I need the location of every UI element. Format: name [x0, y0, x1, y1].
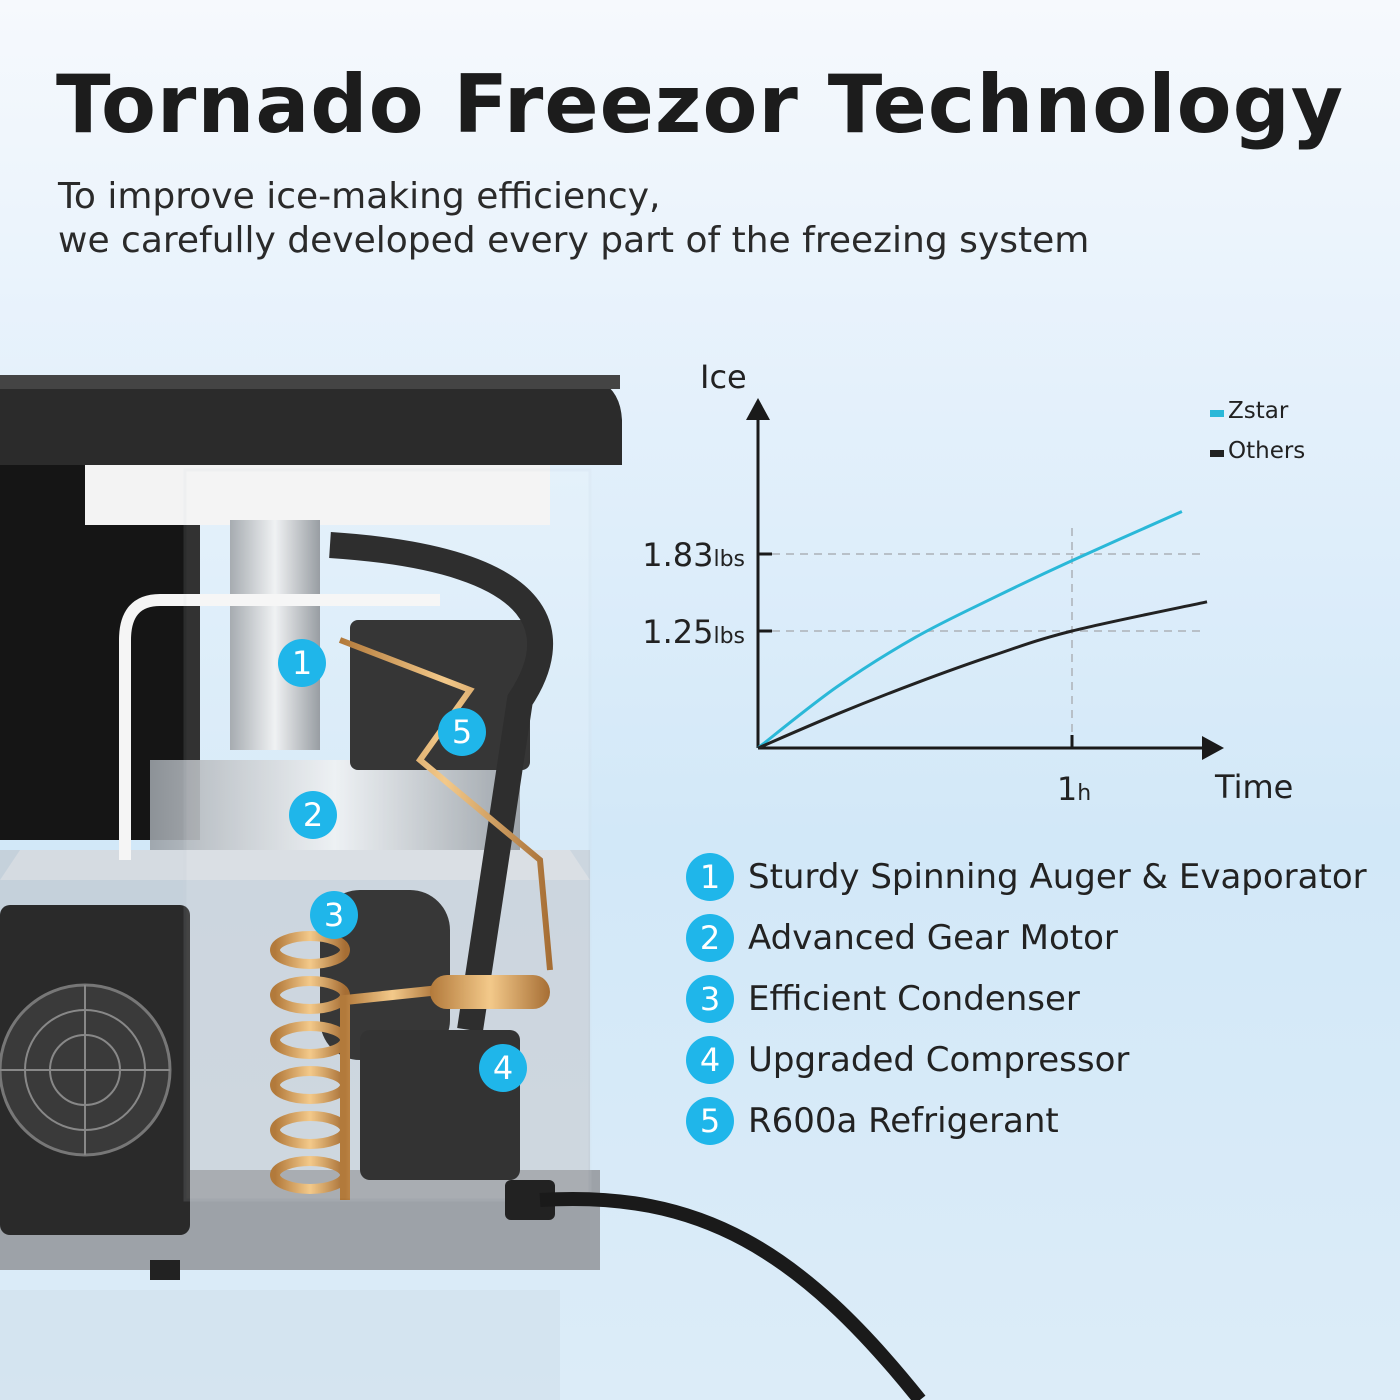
feature-item: 2 Advanced Gear Motor: [686, 913, 1118, 963]
feature-label: Advanced Gear Motor: [748, 918, 1118, 958]
feature-label: Efficient Condenser: [748, 979, 1080, 1019]
series-line-zstar: [757, 510, 1183, 750]
y-axis-arrow: [746, 398, 770, 420]
y-axis-label: Ice: [700, 358, 747, 396]
callout-badge-5: 5: [438, 708, 486, 756]
feature-item: 3 Efficient Condenser: [686, 974, 1080, 1024]
feature-item: 1 Sturdy Spinning Auger & Evaporator: [686, 852, 1367, 902]
legend-swatch-others: [1210, 450, 1224, 457]
x-axis-label: Time: [1214, 768, 1293, 806]
feature-label: Upgraded Compressor: [748, 1040, 1130, 1080]
callout-badge-1: 1: [278, 639, 326, 687]
legend-swatch-zstar: [1210, 410, 1224, 417]
feature-number-badge: 4: [686, 1036, 734, 1084]
feature-item: 5 R600a Refrigerant: [686, 1096, 1059, 1146]
subtitle-line-2: we carefully developed every part of the…: [58, 220, 1090, 261]
feature-number-badge: 5: [686, 1097, 734, 1145]
feature-number-badge: 3: [686, 975, 734, 1023]
legend-label: Zstar: [1228, 398, 1289, 424]
y-tick-label: 1.83lbs: [642, 536, 745, 574]
callout-badge-4: 4: [479, 1044, 527, 1092]
subtitle: To improve ice-making efficiency, we car…: [58, 175, 1089, 263]
callout-badge-3: 3: [310, 891, 358, 939]
feature-label: R600a Refrigerant: [748, 1101, 1059, 1141]
feature-label: Sturdy Spinning Auger & Evaporator: [748, 857, 1367, 897]
feature-number-badge: 2: [686, 914, 734, 962]
series-line-others: [757, 600, 1208, 750]
feature-number-badge: 1: [686, 853, 734, 901]
page-title: Tornado Freezor Technology: [56, 58, 1344, 151]
y-tick-label: 1.25lbs: [642, 613, 745, 651]
callout-badge-2: 2: [289, 791, 337, 839]
feature-item: 4 Upgraded Compressor: [686, 1035, 1129, 1085]
subtitle-line-1: To improve ice-making efficiency,: [58, 176, 661, 217]
x-axis-arrow: [1202, 736, 1224, 760]
legend-label: Others: [1228, 438, 1305, 464]
x-tick-label: 1h: [1057, 770, 1091, 808]
